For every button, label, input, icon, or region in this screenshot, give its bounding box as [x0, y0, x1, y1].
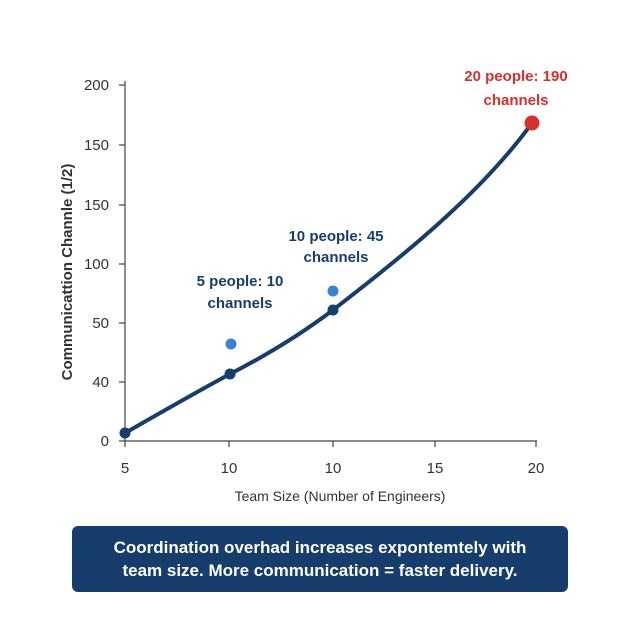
- data-point: [327, 304, 339, 316]
- highlight-point: [524, 115, 540, 131]
- data-point: [224, 368, 236, 380]
- y-tick-label: 200: [84, 77, 109, 94]
- x-tick-label: 20: [528, 460, 545, 477]
- y-tick-label: 50: [92, 315, 109, 332]
- y-tick-label: 100: [84, 256, 109, 273]
- caption-text: Coordination overhad increases expontemt…: [114, 536, 527, 582]
- series-line: [123, 121, 534, 435]
- x-axis-title: Team Size (Number of Engineers): [235, 488, 446, 504]
- data-points: [119, 115, 540, 439]
- x-tick-label: 15: [427, 460, 444, 477]
- axes: [124, 81, 537, 442]
- annotation-line-2: channels: [303, 249, 368, 266]
- data-point: [119, 427, 131, 439]
- annotation-line-2: channels: [207, 295, 272, 312]
- accent-point: [225, 338, 237, 350]
- x-tick-label: 10: [325, 460, 342, 477]
- y-axis-title: Communicattion Channle (1/2): [59, 164, 76, 381]
- annotations: 5 people: 10 channels 10 people: 45 channel…: [197, 68, 568, 312]
- accent-point: [327, 285, 339, 297]
- y-tick-label: 150: [84, 197, 109, 214]
- y-tick-label: 0: [101, 433, 109, 450]
- x-tick-label: 10: [221, 460, 238, 477]
- annotation-line-1: 20 people: 190: [464, 68, 567, 85]
- caption-line-2: team size. More communication = faster d…: [122, 561, 518, 580]
- caption-box: Coordination overhad increases expontemt…: [72, 526, 568, 592]
- caption-line-1: Coordination overhad increases expontemt…: [113, 538, 527, 557]
- y-tick-label: 40: [92, 374, 109, 391]
- y-tick-label: 150: [84, 137, 109, 154]
- annotation-line-1: 10 people: 45: [288, 228, 383, 245]
- annotation-line-1: 5 people: 10: [197, 273, 284, 290]
- annotation-line-2: channels: [483, 92, 548, 109]
- x-tick-label: 5: [121, 460, 129, 477]
